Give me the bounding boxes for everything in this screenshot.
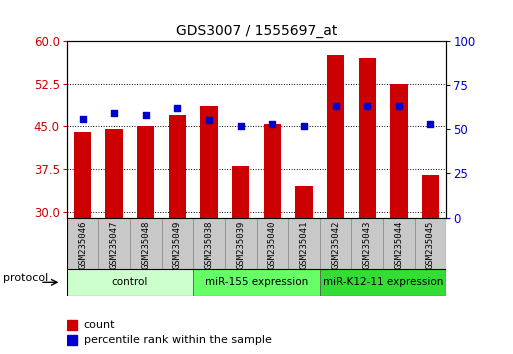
Bar [74,132,91,218]
Text: GSM235043: GSM235043 [363,220,372,269]
Point [331,103,340,109]
Text: GSM235046: GSM235046 [78,220,87,269]
Text: protocol: protocol [3,273,49,283]
Point [363,103,371,109]
Text: GSM235045: GSM235045 [426,220,435,269]
Text: miR-K12-11 expression: miR-K12-11 expression [323,277,443,287]
Point [142,112,150,118]
Bar [256,218,288,269]
Point [236,123,245,129]
Bar [225,218,256,269]
Bar [67,320,77,330]
Bar [327,55,344,218]
Text: GSM235039: GSM235039 [236,220,245,269]
Bar [232,166,249,218]
Bar [288,218,320,269]
Text: count: count [84,320,115,330]
Bar [106,129,123,218]
Text: GSM235049: GSM235049 [173,220,182,269]
Point [394,103,403,109]
Bar [359,58,376,218]
Bar [137,126,154,218]
Bar [390,84,407,218]
Bar [415,218,446,269]
Bar [162,218,193,269]
Bar [320,218,351,269]
Bar [320,269,446,296]
Point [173,105,182,111]
Text: GSM235048: GSM235048 [141,220,150,269]
Text: GSM235042: GSM235042 [331,220,340,269]
Bar [264,124,281,218]
Bar [422,175,439,218]
Text: control: control [112,277,148,287]
Point [268,121,277,127]
Bar [201,106,218,218]
Point [426,121,435,127]
Bar [67,269,193,296]
Text: GSM235044: GSM235044 [394,220,403,269]
Bar [193,218,225,269]
Bar [383,218,415,269]
Text: GSM235041: GSM235041 [300,220,308,269]
Title: GDS3007 / 1555697_at: GDS3007 / 1555697_at [176,24,337,38]
Bar [98,218,130,269]
Text: GSM235047: GSM235047 [110,220,119,269]
Bar [169,115,186,218]
Bar [193,269,320,296]
Point [78,116,87,121]
Text: percentile rank within the sample: percentile rank within the sample [84,335,272,346]
Point [300,123,308,129]
Bar [67,218,98,269]
Bar [67,336,77,345]
Bar [351,218,383,269]
Bar [130,218,162,269]
Point [205,118,213,123]
Bar [295,186,312,218]
Text: GSM235040: GSM235040 [268,220,277,269]
Point [110,110,118,116]
Text: GSM235038: GSM235038 [205,220,213,269]
Text: miR-155 expression: miR-155 expression [205,277,308,287]
